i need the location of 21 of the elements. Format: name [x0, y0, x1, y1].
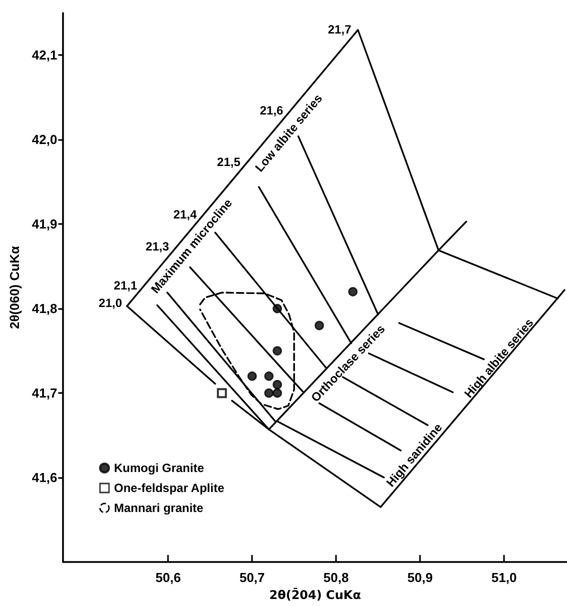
annotation: 21,5: [217, 155, 241, 170]
y-tick-label: 42,0: [32, 132, 58, 148]
y-tick-label: 41,6: [32, 470, 58, 486]
legend-label: Kumogi Granite: [114, 461, 204, 475]
y-tick-label: 42,1: [32, 48, 58, 63]
x-tick-label: 50,9: [407, 570, 433, 585]
annotation: 21,7: [328, 22, 352, 36]
y-axis-title: 2θ(060) CuKα: [7, 246, 22, 329]
x-tick-label: 50,7: [239, 570, 265, 585]
x-tick-label: 51,0: [491, 570, 517, 585]
annotation: 21,6: [260, 104, 284, 118]
annotation: 21,1: [114, 278, 138, 292]
annotation: 21,0: [98, 296, 122, 310]
x-tick-label: 50,6: [156, 570, 181, 585]
x-axis-title: 2θ(2̄04) CuKα: [269, 586, 361, 602]
y-tick-label: 41,9: [32, 216, 58, 232]
x-tick-label: 50,8: [323, 570, 349, 585]
y-tick-label: 41,8: [32, 301, 58, 316]
legend-label: One-feldspar Aplite: [114, 481, 225, 495]
legend-label: Mannari granite: [114, 501, 204, 515]
y-tick-label: 41,7: [32, 386, 58, 401]
